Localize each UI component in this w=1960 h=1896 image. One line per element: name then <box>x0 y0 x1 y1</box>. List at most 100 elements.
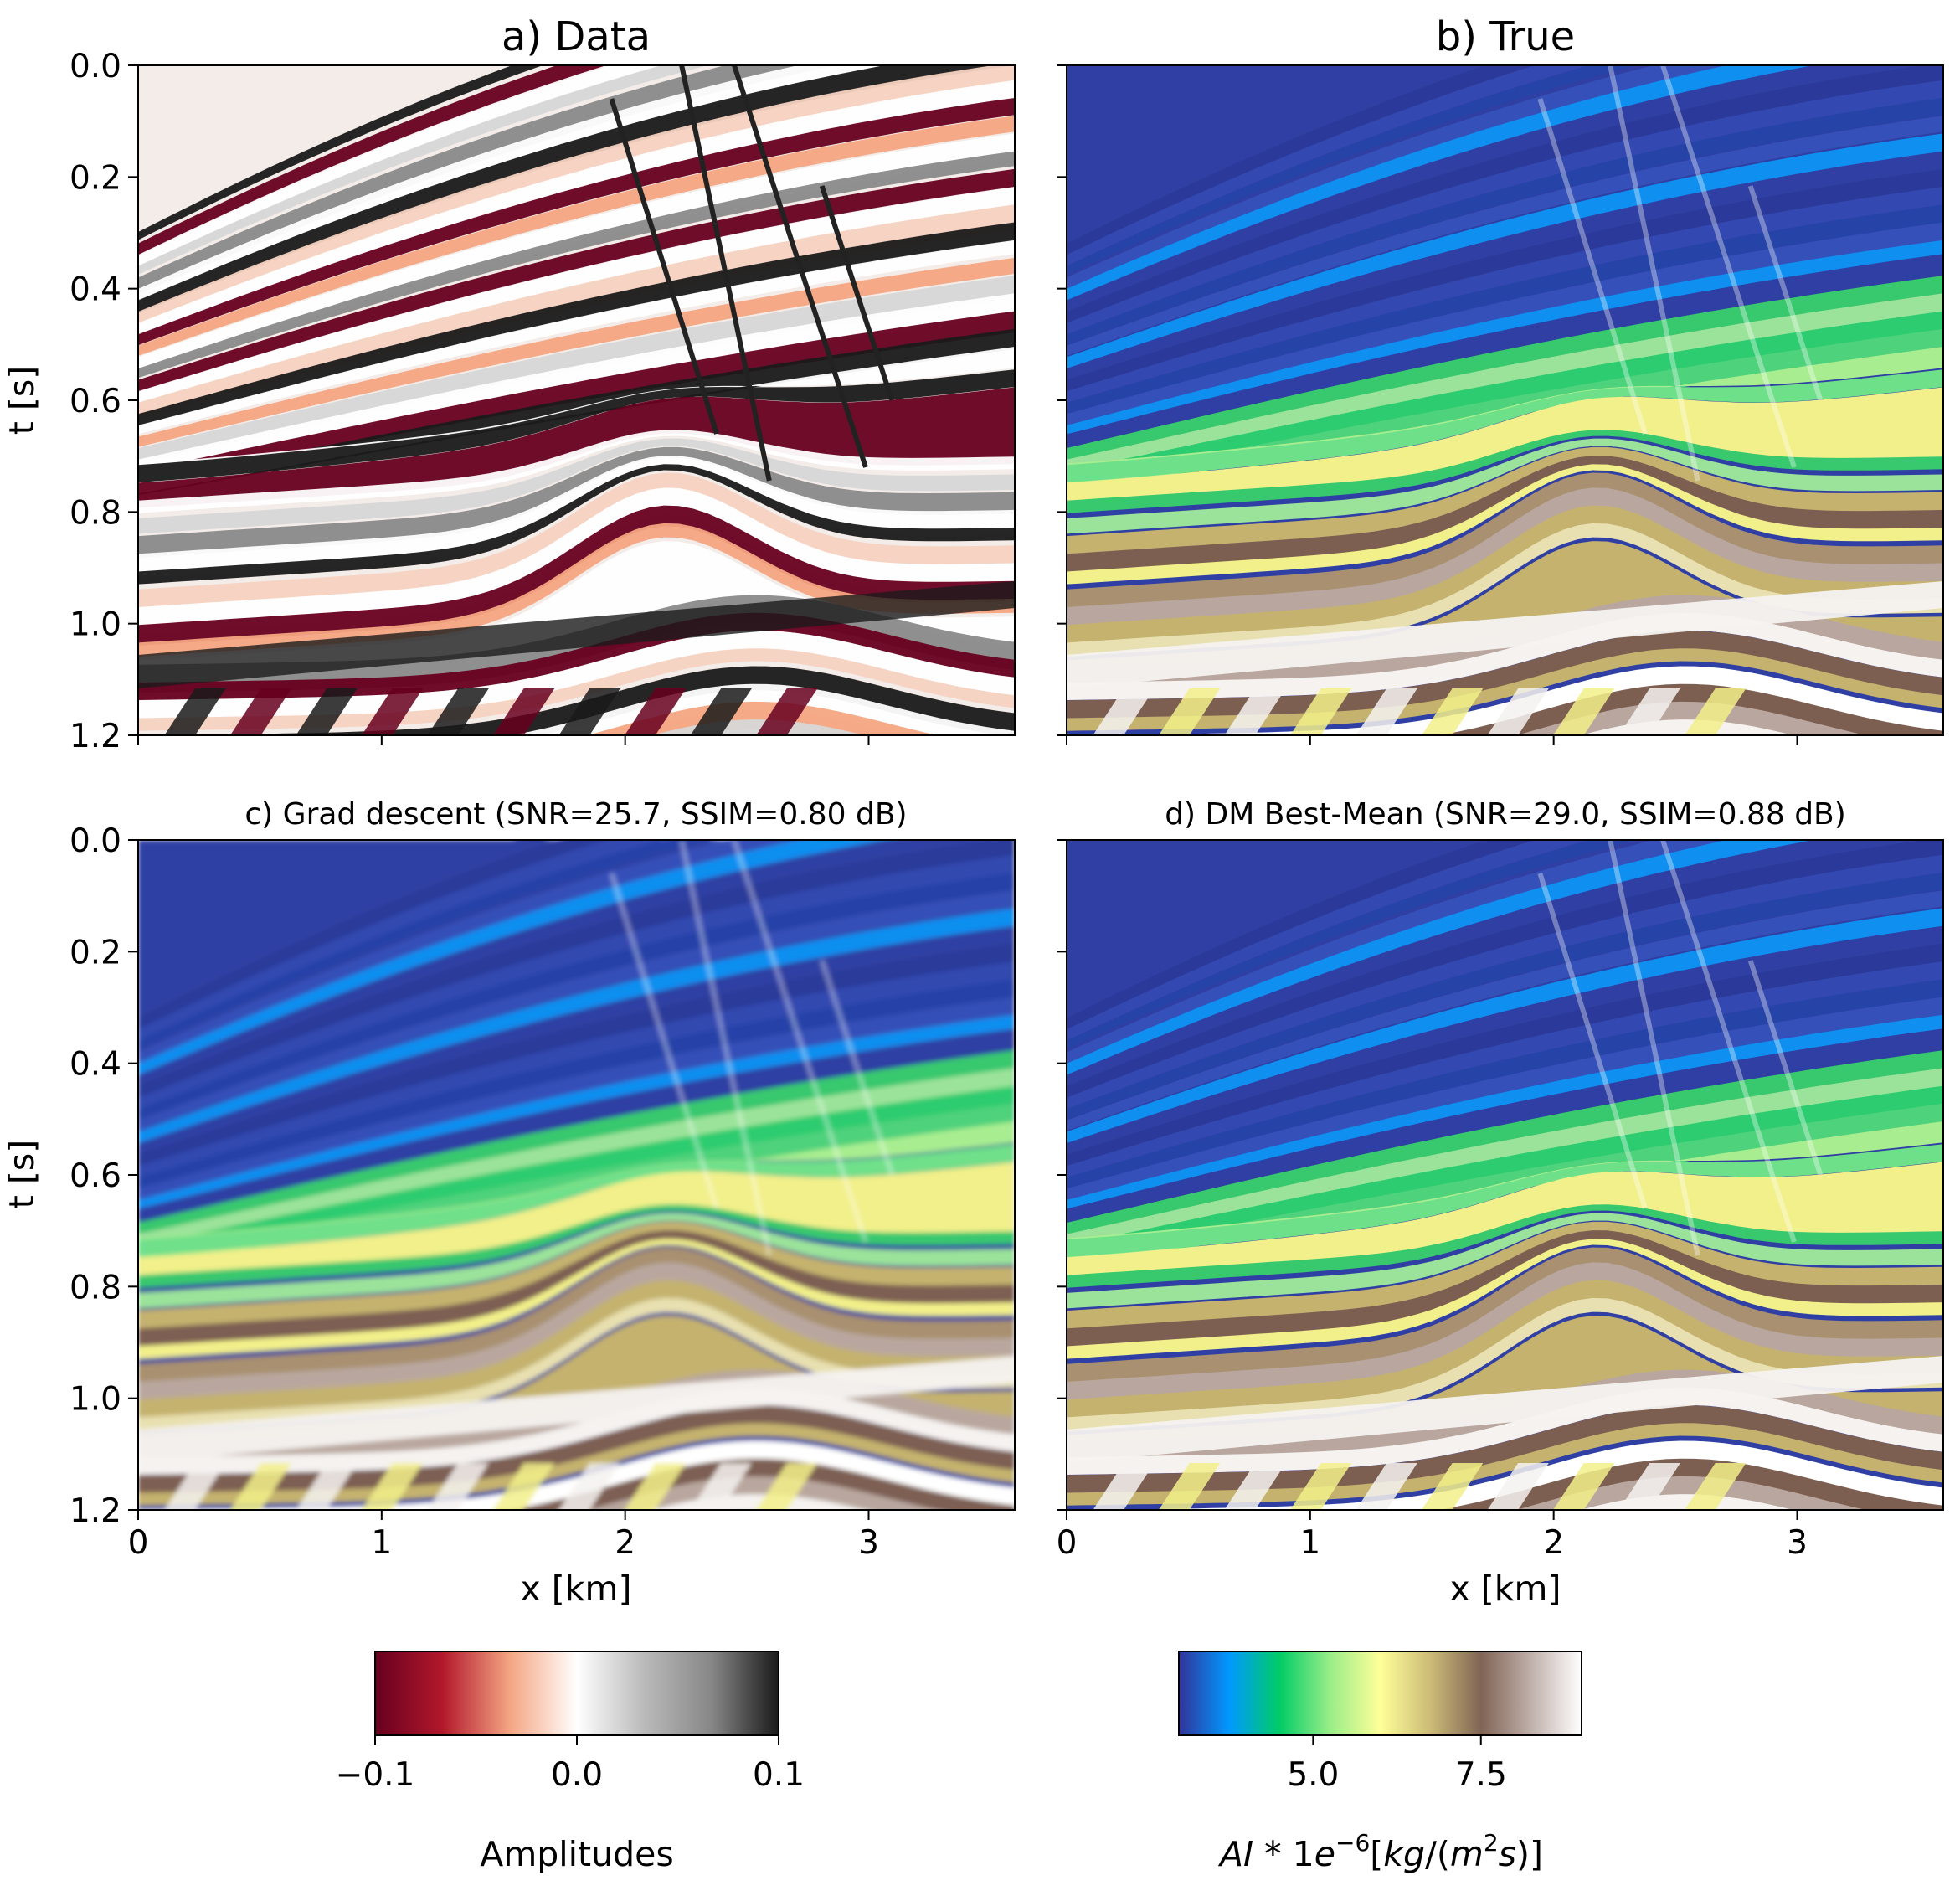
panel-d-layer <box>1067 1121 1943 1269</box>
panel-a-data: a) Data t [s] 0.0 0.2 0.4 0.6 0.8 1.0 1.2 <box>2 13 1016 755</box>
panel-c-faults <box>609 840 895 1256</box>
panel-d-layer <box>1067 1262 1943 1409</box>
panel-b-tilted-block <box>1422 688 1484 735</box>
panel-c-tilted-block <box>756 1463 818 1510</box>
panel-b-tilted-block <box>1618 688 1680 735</box>
panel-a-layer <box>138 612 1015 700</box>
panel-a-layer <box>138 347 1015 494</box>
panel-d-layer <box>1067 840 1943 1100</box>
panel-a-layer <box>138 240 1015 435</box>
panel-a-layer <box>138 487 1015 634</box>
panel-d-tilted-block <box>1487 1463 1549 1510</box>
panel-c-ytick-label: 0.4 <box>69 1046 121 1084</box>
panel-a-layer <box>138 80 1015 336</box>
panel-a-layer <box>138 523 1015 657</box>
panel-c-tilted-block <box>690 1463 752 1510</box>
panel-c-tilted-block <box>361 1463 424 1510</box>
panel-d-layer <box>1067 890 1943 1131</box>
panel-a-unconformity <box>138 581 1015 688</box>
panel-a-layer <box>138 257 1015 447</box>
panel-d-dm-best-mean: d) DM Best-Mean (SNR=29.0, SSIM=0.88 dB)… <box>1057 797 1944 1609</box>
panel-c-fault <box>819 960 895 1176</box>
panel-b-layer <box>1067 151 1943 379</box>
amplitude-colorbar-tick-label: −0.1 <box>336 1756 415 1794</box>
panel-d-tilted-block <box>1289 1463 1352 1510</box>
panel-c-layer <box>138 1387 1015 1475</box>
panel-d-layer <box>1067 925 1943 1153</box>
panel-c-layer <box>138 1221 1015 1332</box>
panel-a-faults <box>609 65 895 482</box>
panel-b-tilted-block <box>1685 688 1747 735</box>
panel-a-ytick-label: 0.4 <box>69 271 121 309</box>
panel-c-layer <box>138 997 1015 1201</box>
panel-a-fault <box>609 98 719 435</box>
panel-c-layer <box>138 1239 1015 1359</box>
panel-c-tilted-blocks <box>164 1463 818 1510</box>
panel-b-fault <box>1608 65 1700 482</box>
panel-a-layer <box>138 456 1015 578</box>
panel-b-layer <box>1067 369 1943 482</box>
amplitude-colorbar: −0.1 0.0 0.1 Amplitudes <box>336 1651 805 1874</box>
panel-a-ylabel: t [s] <box>2 366 42 435</box>
panel-c-tilted-block <box>427 1463 489 1510</box>
panel-d-layer <box>1067 1423 1943 1506</box>
panel-c-ytick-label: 0.2 <box>69 934 121 971</box>
panel-c-image <box>137 839 1016 1511</box>
panel-b-tilted-block <box>1224 688 1286 735</box>
panel-a-layer <box>138 222 1015 426</box>
panel-c-tilted-block <box>625 1463 687 1510</box>
panel-a-tilted-block <box>756 688 818 735</box>
panel-b-layer <box>1067 240 1943 435</box>
panel-c-layer <box>138 873 1015 1121</box>
panel-a-layer <box>138 446 1015 558</box>
panel-d-layer <box>1067 1387 1943 1475</box>
panel-a-layer <box>138 387 1015 508</box>
amplitude-colorbar-label: Amplitudes <box>480 1834 673 1874</box>
panel-a-layer <box>138 151 1015 379</box>
panel-c-tilted-block <box>558 1463 620 1510</box>
panel-c-layer <box>138 1032 1015 1222</box>
panel-d-fault <box>1747 960 1824 1176</box>
panel-d-tilted-blocks <box>1093 1463 1747 1510</box>
panel-d-fault <box>1608 840 1700 1256</box>
panel-d-layer <box>1067 1316 1943 1445</box>
panel-c-layer <box>138 1262 1015 1409</box>
panel-c-layer <box>138 854 1015 1110</box>
panel-c-fault <box>679 840 772 1256</box>
panel-d-tilted-block <box>1356 1463 1417 1510</box>
panel-a-layer <box>138 168 1015 392</box>
panel-a-ytick-label: 0.2 <box>69 159 121 197</box>
panel-d-layer <box>1067 1221 1943 1332</box>
panel-d-tilted-block <box>1158 1463 1221 1510</box>
panel-b-tilted-block <box>1093 688 1155 735</box>
panel-c-fault <box>609 873 719 1209</box>
amplitude-colorbar-gradient <box>374 1651 779 1736</box>
panel-c-layer <box>138 1247 1015 1383</box>
panel-c-tilted-block <box>229 1463 292 1510</box>
panel-b-axes <box>1057 64 1798 745</box>
panel-d-tilted-block <box>1685 1463 1747 1510</box>
panel-d-image <box>1066 839 1944 1511</box>
panel-b-title: b) True <box>1436 13 1575 60</box>
panel-d-layer <box>1067 1247 1943 1383</box>
panel-c-layer <box>138 1204 1015 1288</box>
panel-c-layer <box>138 943 1015 1167</box>
panel-d-xtick-label: 3 <box>1787 1524 1808 1562</box>
panel-d-layer <box>1067 1213 1943 1309</box>
panel-a-tilted-block <box>625 688 687 735</box>
panel-b-layer <box>1067 430 1943 513</box>
panel-a-layer <box>138 438 1015 534</box>
panel-d-layer <box>1067 997 1943 1201</box>
panel-d-tilted-block <box>1553 1463 1615 1510</box>
panel-a-layer <box>138 505 1015 646</box>
panel-b-layer <box>1067 505 1943 646</box>
panel-b-layer <box>1067 98 1943 346</box>
panel-b-layer <box>1067 612 1943 700</box>
panel-b-layer <box>1067 487 1943 634</box>
panel-c-layers <box>138 840 1015 1510</box>
panel-d-layer <box>1515 1476 1866 1510</box>
panel-b-tilted-block <box>1158 688 1221 735</box>
panel-b-layer <box>1515 701 1866 735</box>
panel-a-layer <box>138 98 1015 346</box>
